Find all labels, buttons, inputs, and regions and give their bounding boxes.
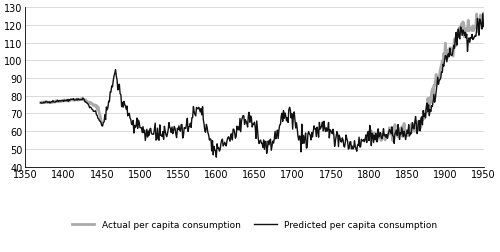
Legend: Actual per capita consumption, Predicted per capita consumption: Actual per capita consumption, Predicted…: [68, 216, 440, 232]
